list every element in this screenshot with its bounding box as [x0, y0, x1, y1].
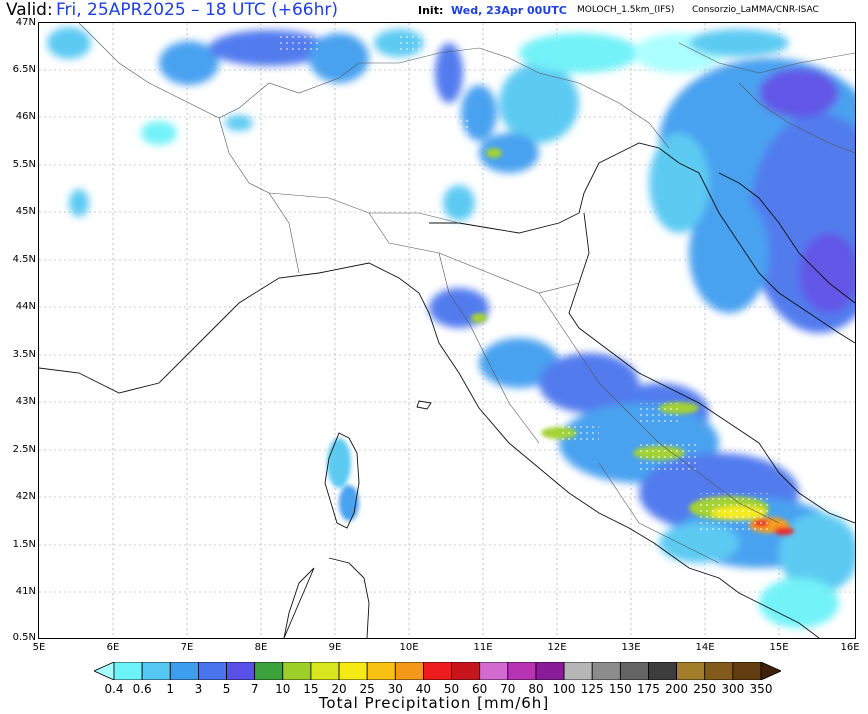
colorbar-swatch	[141, 662, 171, 680]
colorbar-swatch	[760, 662, 781, 680]
init-label: Init:	[418, 4, 444, 17]
colorbar-swatch	[732, 662, 762, 680]
lat-label: 6.5N	[12, 64, 36, 75]
colorbar-tick-label: 80	[528, 682, 544, 696]
lon-label: 11E	[473, 642, 493, 653]
lon-label: 16E	[840, 642, 860, 653]
lon-label: 5E	[32, 642, 46, 653]
colorbar-swatch	[563, 662, 593, 680]
colorbar-tick-label: 20	[331, 682, 347, 696]
colorbar-swatch	[619, 662, 649, 680]
model-name: MOLOCH_1.5km_(IFS)	[577, 5, 675, 15]
colorbar-tick-label: 200	[665, 682, 689, 696]
lon-label: 6E	[106, 642, 120, 653]
colorbar-swatch	[254, 662, 284, 680]
precipitation-map	[38, 22, 856, 639]
lat-label: 3.5N	[12, 349, 36, 360]
lat-label: 2.5N	[12, 444, 36, 455]
lat-label: 43N	[15, 396, 36, 407]
lon-label: 7E	[180, 642, 194, 653]
header: Valid: Fri, 25APR2025 – 18 UTC (+66hr) I…	[0, 0, 868, 22]
lat-label: 1.5N	[12, 539, 36, 550]
borders	[78, 23, 855, 564]
colorbar-swatch	[423, 662, 452, 680]
map-canvas	[39, 23, 855, 638]
colorbar-tick-label: 7	[250, 682, 259, 696]
lat-label: 47N	[15, 17, 36, 28]
colorbar-swatch	[479, 662, 509, 680]
colorbar-swatch	[366, 662, 396, 680]
colorbar-swatch	[338, 662, 368, 680]
colorbar-swatch	[197, 662, 227, 680]
lat-label: 44N	[15, 301, 36, 312]
colorbar-tick-label: 10	[275, 682, 291, 696]
colorbar-swatch	[113, 662, 143, 680]
lon-label: 9E	[328, 642, 342, 653]
colorbar-tick-label: 25	[359, 682, 375, 696]
colorbar-tick-label: 0.6	[132, 682, 152, 696]
colorbar-swatch	[648, 662, 678, 680]
colorbar-tick-label: 30	[387, 682, 403, 696]
lon-label: 15E	[769, 642, 789, 653]
colorbar-swatch	[704, 662, 734, 680]
colorbar-tick-label: 250	[693, 682, 717, 696]
colorbar-swatch	[94, 662, 115, 680]
colorbar-tick-label: 40	[415, 682, 432, 696]
colorbar-swatch	[310, 662, 340, 680]
valid-time: Fri, 25APR2025 – 18 UTC (+66hr)	[56, 0, 339, 20]
colorbar-tick-label: 125	[580, 682, 604, 696]
valid-label: Valid:	[6, 0, 53, 20]
colorbar-tick-label: 0.4	[104, 682, 124, 696]
colorbar-swatch	[226, 662, 256, 680]
lat-label: 45N	[15, 206, 36, 217]
lat-label: 46N	[15, 111, 36, 122]
source-credit: Consorzio_LaMMA/CNR-ISAC	[692, 5, 819, 15]
coastline	[39, 142, 855, 638]
colorbar-swatch	[535, 662, 565, 680]
colorbar-tick-label: 5	[222, 682, 231, 696]
colorbar-swatch	[507, 662, 537, 680]
precipitation-field	[47, 27, 855, 628]
colorbar-tick-label: 175	[637, 682, 660, 696]
lon-label: 14E	[695, 642, 715, 653]
colorbar-tick-label: 150	[608, 682, 632, 696]
colorbar-tick-label: 300	[721, 682, 745, 696]
colorbar-swatch	[591, 662, 621, 680]
colorbar-tick-label: 3	[194, 682, 203, 696]
colorbar-tick-label: 50	[443, 682, 460, 696]
colorbar	[94, 662, 781, 680]
colorbar-tick-label: 100	[552, 682, 576, 696]
colorbar-tick-label: 70	[500, 682, 516, 696]
colorbar-tick-label: 350	[749, 682, 773, 696]
colorbar-swatch	[169, 662, 199, 680]
colorbar-swatch	[451, 662, 481, 680]
lon-label: 10E	[399, 642, 419, 653]
colorbar-tick-label: 60	[472, 682, 488, 696]
init-time: Wed, 23Apr 00UTC	[451, 4, 567, 17]
colorbar-swatch	[676, 662, 706, 680]
lon-label: 13E	[621, 642, 641, 653]
lat-label: 4.5N	[12, 254, 36, 265]
lon-label: 12E	[547, 642, 567, 653]
colorbar-swatch	[282, 662, 312, 680]
lat-label: 42N	[15, 491, 36, 502]
colorbar-swatch	[394, 662, 424, 680]
lon-label: 8E	[254, 642, 268, 653]
lat-label: 5.5N	[12, 159, 36, 170]
colorbar-tick-label: 1	[166, 682, 175, 696]
colorbar-tick-label: 15	[303, 682, 319, 696]
lat-label: 0.5N	[12, 632, 36, 643]
lat-label: 41N	[15, 586, 36, 597]
colorbar-title: Total Precipitation [mm/6h]	[318, 694, 550, 712]
